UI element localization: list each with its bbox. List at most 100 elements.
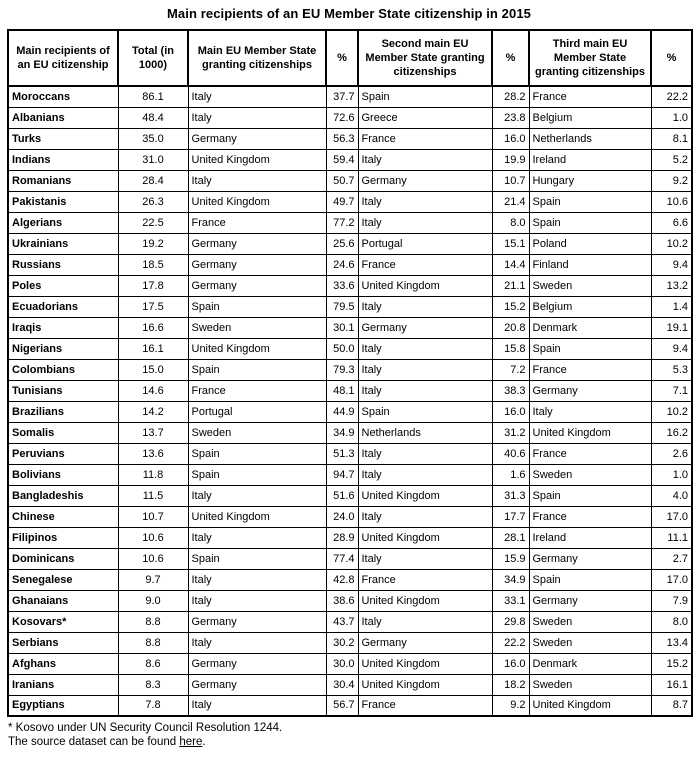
second-pct-cell: 31.2 — [491, 421, 530, 444]
table-row: Brazilians 14.2 Portugal 44.9 Spain 16.0 Italy… — [7, 400, 693, 423]
main-state-cell: France — [187, 211, 327, 234]
second-state-cell: United Kingdom — [357, 274, 493, 297]
total-cell: 28.4 — [117, 169, 189, 192]
recipient-cell: Filipinos — [7, 526, 119, 549]
recipient-cell: Ghanaians — [7, 589, 119, 612]
table-row: Albanians 48.4 Italy 72.6 Greece 23.8 Belgium 1… — [7, 106, 693, 129]
third-state-cell: Finland — [528, 253, 652, 276]
table-row: Turks 35.0 Germany 56.3 France 16.0 Netherland… — [7, 127, 693, 150]
second-pct-cell: 21.1 — [491, 274, 530, 297]
third-state-cell: Sweden — [528, 673, 652, 696]
recipient-cell: Indians — [7, 148, 119, 171]
third-pct-cell: 15.2 — [650, 652, 693, 675]
table-row: Filipinos 10.6 Italy 28.9 United Kingdom 28.1… — [7, 526, 693, 549]
main-pct-cell: 51.3 — [325, 442, 359, 465]
main-state-cell: Italy — [187, 694, 327, 717]
header-main-state: Main EU Member State granting citizenshi… — [187, 29, 327, 87]
citizenship-table: Main recipients of an EU citizenship Tot… — [7, 29, 693, 717]
second-state-cell: Italy — [357, 190, 493, 213]
recipient-cell: Ukrainians — [7, 232, 119, 255]
second-state-cell: Germany — [357, 631, 493, 654]
third-state-cell: Italy — [528, 400, 652, 423]
total-cell: 9.7 — [117, 568, 189, 591]
recipient-cell: Russians — [7, 253, 119, 276]
total-cell: 8.6 — [117, 652, 189, 675]
third-pct-cell: 10.2 — [650, 232, 693, 255]
recipient-cell: Tunisians — [7, 379, 119, 402]
header-third-state: Third main EU Member State granting citi… — [528, 29, 652, 87]
recipient-cell: Moroccans — [7, 85, 119, 108]
third-pct-cell: 6.6 — [650, 211, 693, 234]
table-row: Poles 17.8 Germany 33.6 United Kingdom 21.1 Sw… — [7, 274, 693, 297]
total-cell: 18.5 — [117, 253, 189, 276]
third-state-cell: Sweden — [528, 631, 652, 654]
main-pct-cell: 33.6 — [325, 274, 359, 297]
main-state-cell: Italy — [187, 631, 327, 654]
total-cell: 10.7 — [117, 505, 189, 528]
main-pct-cell: 30.0 — [325, 652, 359, 675]
third-state-cell: Sweden — [528, 610, 652, 633]
recipient-cell: Nigerians — [7, 337, 119, 360]
second-state-cell: Italy — [357, 148, 493, 171]
main-pct-cell: 56.3 — [325, 127, 359, 150]
third-pct-cell: 2.7 — [650, 547, 693, 570]
footnote-source: The source dataset can be found here. — [8, 735, 698, 749]
second-state-cell: France — [357, 253, 493, 276]
second-state-cell: United Kingdom — [357, 673, 493, 696]
table-row: Iranians 8.3 Germany 30.4 United Kingdom 18.2… — [7, 673, 693, 696]
total-cell: 15.0 — [117, 358, 189, 381]
recipient-cell: Colombians — [7, 358, 119, 381]
table-row: Moroccans 86.1 Italy 37.7 Spain 28.2 France 22.… — [7, 85, 693, 108]
table-row: Romanians 28.4 Italy 50.7 Germany 10.7 Hungary… — [7, 169, 693, 192]
header-recipients: Main recipients of an EU citizenship — [7, 29, 119, 87]
footnotes: * Kosovo under UN Security Council Resol… — [8, 721, 698, 750]
third-pct-cell: 13.2 — [650, 274, 693, 297]
second-pct-cell: 16.0 — [491, 652, 530, 675]
second-pct-cell: 29.8 — [491, 610, 530, 633]
main-state-cell: Italy — [187, 169, 327, 192]
total-cell: 8.8 — [117, 610, 189, 633]
second-state-cell: Spain — [357, 400, 493, 423]
recipient-cell: Turks — [7, 127, 119, 150]
second-pct-cell: 34.9 — [491, 568, 530, 591]
main-state-cell: Italy — [187, 568, 327, 591]
total-cell: 17.5 — [117, 295, 189, 318]
table-row: Dominicans 10.6 Spain 77.4 Italy 15.9 Germany 2… — [7, 547, 693, 570]
main-state-cell: Italy — [187, 526, 327, 549]
second-pct-cell: 19.9 — [491, 148, 530, 171]
main-state-cell: France — [187, 379, 327, 402]
table-row: Colombians 15.0 Spain 79.3 Italy 7.2 France 5.3 — [7, 358, 693, 381]
header-third-pct: % — [650, 29, 693, 87]
recipient-cell: Poles — [7, 274, 119, 297]
main-state-cell: Italy — [187, 85, 327, 108]
table-row: Egyptians 7.8 Italy 56.7 France 9.2 United Kin… — [7, 694, 693, 717]
second-pct-cell: 7.2 — [491, 358, 530, 381]
recipient-cell: Albanians — [7, 106, 119, 129]
third-pct-cell: 2.6 — [650, 442, 693, 465]
second-pct-cell: 22.2 — [491, 631, 530, 654]
second-pct-cell: 31.3 — [491, 484, 530, 507]
second-pct-cell: 28.2 — [491, 85, 530, 108]
main-pct-cell: 25.6 — [325, 232, 359, 255]
main-pct-cell: 51.6 — [325, 484, 359, 507]
main-pct-cell: 30.1 — [325, 316, 359, 339]
main-state-cell: United Kingdom — [187, 190, 327, 213]
main-pct-cell: 30.2 — [325, 631, 359, 654]
table-row: Peruvians 13.6 Spain 51.3 Italy 40.6 France 2.6 — [7, 442, 693, 465]
second-pct-cell: 40.6 — [491, 442, 530, 465]
third-state-cell: Denmark — [528, 316, 652, 339]
third-pct-cell: 1.0 — [650, 463, 693, 486]
source-link[interactable]: here — [179, 736, 203, 749]
main-pct-cell: 43.7 — [325, 610, 359, 633]
main-state-cell: Spain — [187, 358, 327, 381]
second-state-cell: Italy — [357, 211, 493, 234]
main-state-cell: Spain — [187, 442, 327, 465]
second-state-cell: Germany — [357, 316, 493, 339]
second-state-cell: Netherlands — [357, 421, 493, 444]
recipient-cell: Iranians — [7, 673, 119, 696]
total-cell: 26.3 — [117, 190, 189, 213]
total-cell: 16.1 — [117, 337, 189, 360]
header-main-pct: % — [325, 29, 359, 87]
recipient-cell: Ecuadorians — [7, 295, 119, 318]
third-state-cell: France — [528, 442, 652, 465]
